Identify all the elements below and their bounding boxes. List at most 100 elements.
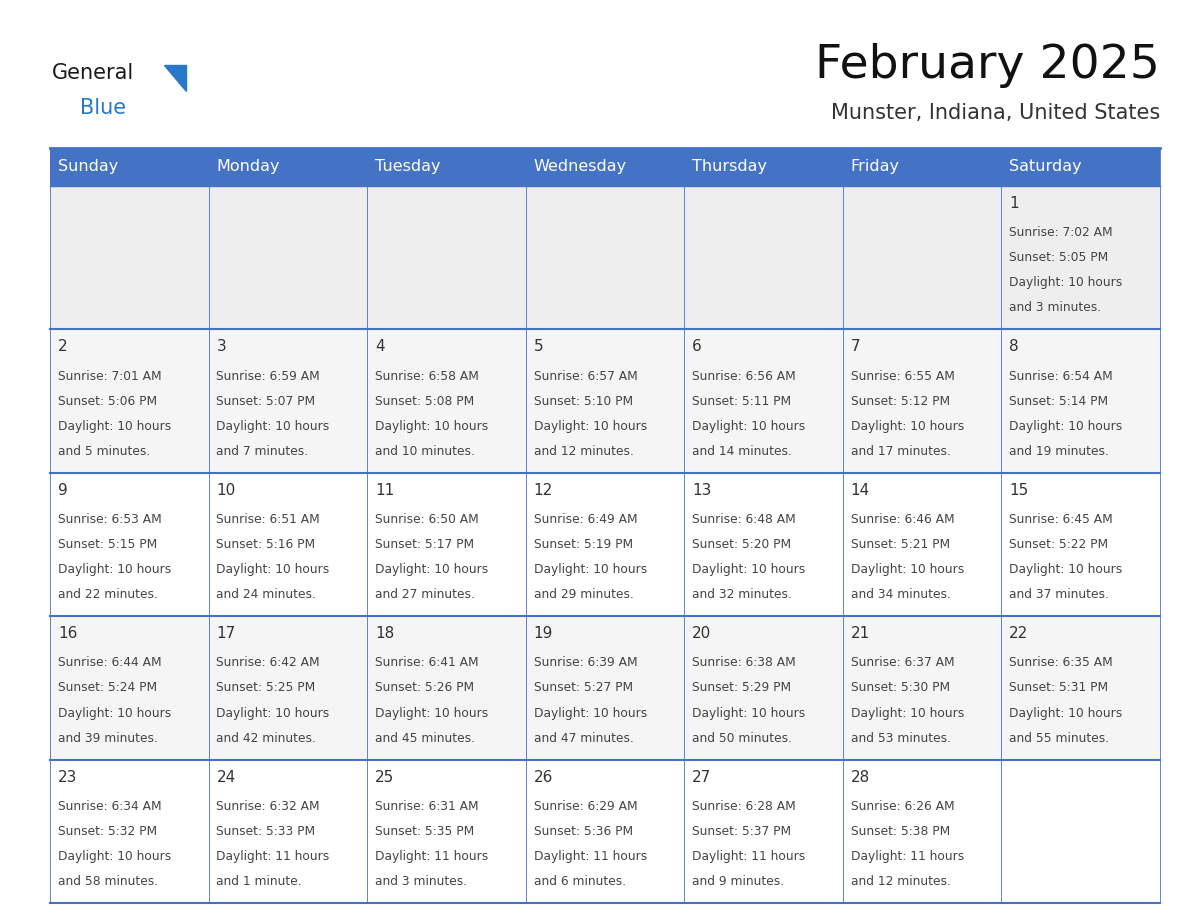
Text: and 37 minutes.: and 37 minutes. (1010, 588, 1110, 601)
Text: Sunset: 5:29 PM: Sunset: 5:29 PM (693, 681, 791, 694)
Text: Sunrise: 6:45 AM: Sunrise: 6:45 AM (1010, 513, 1113, 526)
Text: Sunrise: 6:39 AM: Sunrise: 6:39 AM (533, 656, 637, 669)
Bar (1001, 473, 1159, 616)
Text: Daylight: 10 hours: Daylight: 10 hours (216, 563, 330, 577)
Text: and 27 minutes.: and 27 minutes. (375, 588, 475, 601)
Text: Sunrise: 6:57 AM: Sunrise: 6:57 AM (533, 370, 638, 383)
Text: Sunset: 5:22 PM: Sunset: 5:22 PM (1010, 538, 1108, 551)
Text: Sunrise: 6:28 AM: Sunrise: 6:28 AM (693, 800, 796, 812)
Text: Sunrise: 7:01 AM: Sunrise: 7:01 AM (58, 370, 162, 383)
Text: and 34 minutes.: and 34 minutes. (851, 588, 950, 601)
Text: and 6 minutes.: and 6 minutes. (533, 875, 626, 888)
Text: Daylight: 11 hours: Daylight: 11 hours (693, 850, 805, 863)
Text: Sunset: 5:07 PM: Sunset: 5:07 PM (216, 395, 316, 408)
Bar (50, 186, 209, 330)
Text: Sunset: 5:21 PM: Sunset: 5:21 PM (851, 538, 950, 551)
Text: Sunrise: 6:34 AM: Sunrise: 6:34 AM (58, 800, 162, 812)
Text: Daylight: 10 hours: Daylight: 10 hours (216, 707, 330, 720)
Text: Daylight: 11 hours: Daylight: 11 hours (533, 850, 647, 863)
Text: Sunrise: 6:53 AM: Sunrise: 6:53 AM (58, 513, 162, 526)
Bar (842, 330, 1001, 473)
Text: 3: 3 (216, 340, 226, 354)
Bar (684, 616, 842, 759)
Text: 13: 13 (693, 483, 712, 498)
Text: Sunset: 5:14 PM: Sunset: 5:14 PM (1010, 395, 1108, 408)
Text: Sunset: 5:27 PM: Sunset: 5:27 PM (533, 681, 633, 694)
Text: and 47 minutes.: and 47 minutes. (533, 732, 633, 744)
Bar (367, 330, 526, 473)
Bar (526, 330, 684, 473)
Bar (526, 473, 684, 616)
Text: Sunset: 5:11 PM: Sunset: 5:11 PM (693, 395, 791, 408)
Text: 19: 19 (533, 626, 554, 642)
Text: and 45 minutes.: and 45 minutes. (375, 732, 475, 744)
Text: 1: 1 (1010, 196, 1019, 211)
Text: 26: 26 (533, 769, 554, 785)
Text: Sunset: 5:05 PM: Sunset: 5:05 PM (1010, 252, 1108, 264)
Text: Daylight: 11 hours: Daylight: 11 hours (851, 850, 963, 863)
Text: Monday: Monday (216, 160, 280, 174)
Text: Tuesday: Tuesday (375, 160, 441, 174)
Text: Daylight: 10 hours: Daylight: 10 hours (58, 707, 171, 720)
Text: and 42 minutes.: and 42 minutes. (216, 732, 316, 744)
Text: Sunset: 5:33 PM: Sunset: 5:33 PM (216, 825, 316, 838)
Text: Sunset: 5:30 PM: Sunset: 5:30 PM (851, 681, 950, 694)
Text: Sunrise: 6:51 AM: Sunrise: 6:51 AM (216, 513, 321, 526)
Text: Daylight: 10 hours: Daylight: 10 hours (693, 563, 805, 577)
Text: 16: 16 (58, 626, 77, 642)
Bar (209, 616, 367, 759)
Text: Daylight: 10 hours: Daylight: 10 hours (1010, 276, 1123, 289)
Bar (367, 473, 526, 616)
Text: Daylight: 10 hours: Daylight: 10 hours (58, 563, 171, 577)
Text: 22: 22 (1010, 626, 1029, 642)
Text: Blue: Blue (80, 98, 126, 118)
Text: Sunday: Sunday (58, 160, 118, 174)
Text: Friday: Friday (851, 160, 899, 174)
Text: Sunset: 5:06 PM: Sunset: 5:06 PM (58, 395, 157, 408)
Text: and 3 minutes.: and 3 minutes. (1010, 301, 1101, 315)
Text: Sunset: 5:08 PM: Sunset: 5:08 PM (375, 395, 474, 408)
Text: Sunrise: 6:37 AM: Sunrise: 6:37 AM (851, 656, 954, 669)
Text: 2: 2 (58, 340, 68, 354)
Text: Sunset: 5:10 PM: Sunset: 5:10 PM (533, 395, 633, 408)
Text: Sunrise: 6:38 AM: Sunrise: 6:38 AM (693, 656, 796, 669)
Text: and 7 minutes.: and 7 minutes. (216, 445, 309, 458)
Bar (209, 759, 367, 903)
Text: Sunrise: 6:26 AM: Sunrise: 6:26 AM (851, 800, 954, 812)
Bar (50, 759, 209, 903)
Text: 7: 7 (851, 340, 860, 354)
Text: Sunrise: 6:59 AM: Sunrise: 6:59 AM (216, 370, 321, 383)
Text: 21: 21 (851, 626, 870, 642)
Text: 20: 20 (693, 626, 712, 642)
Text: Daylight: 10 hours: Daylight: 10 hours (533, 563, 647, 577)
Bar (209, 473, 367, 616)
Bar (1001, 616, 1159, 759)
Text: 18: 18 (375, 626, 394, 642)
Text: and 22 minutes.: and 22 minutes. (58, 588, 158, 601)
Text: and 50 minutes.: and 50 minutes. (693, 732, 792, 744)
Text: Sunset: 5:17 PM: Sunset: 5:17 PM (375, 538, 474, 551)
Bar (209, 330, 367, 473)
Text: Daylight: 10 hours: Daylight: 10 hours (58, 850, 171, 863)
Bar (684, 186, 842, 330)
Text: Sunset: 5:16 PM: Sunset: 5:16 PM (216, 538, 316, 551)
Text: Sunrise: 6:56 AM: Sunrise: 6:56 AM (693, 370, 796, 383)
Text: Sunset: 5:20 PM: Sunset: 5:20 PM (693, 538, 791, 551)
Text: Sunrise: 6:48 AM: Sunrise: 6:48 AM (693, 513, 796, 526)
Text: and 3 minutes.: and 3 minutes. (375, 875, 467, 888)
Text: Sunrise: 6:58 AM: Sunrise: 6:58 AM (375, 370, 479, 383)
Text: Sunrise: 6:50 AM: Sunrise: 6:50 AM (375, 513, 479, 526)
Bar (1001, 330, 1159, 473)
Text: Thursday: Thursday (693, 160, 767, 174)
Text: and 55 minutes.: and 55 minutes. (1010, 732, 1110, 744)
Text: and 29 minutes.: and 29 minutes. (533, 588, 633, 601)
Text: Daylight: 10 hours: Daylight: 10 hours (1010, 563, 1123, 577)
Text: Daylight: 10 hours: Daylight: 10 hours (58, 420, 171, 432)
Text: Saturday: Saturday (1010, 160, 1082, 174)
Text: 14: 14 (851, 483, 870, 498)
Bar (50, 148, 1159, 186)
Text: 5: 5 (533, 340, 543, 354)
Text: 12: 12 (533, 483, 552, 498)
Text: Sunrise: 6:42 AM: Sunrise: 6:42 AM (216, 656, 320, 669)
Text: General: General (52, 63, 134, 83)
